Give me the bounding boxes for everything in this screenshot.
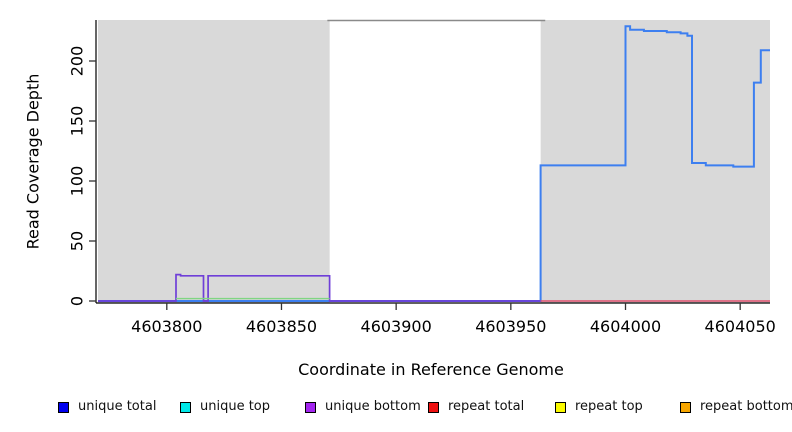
legend-label: unique total xyxy=(78,399,157,414)
legend-item-unique-bottom: unique bottom xyxy=(305,399,421,415)
unique-total-swatch-icon xyxy=(58,401,69,413)
legend: unique total unique top unique bottom re… xyxy=(0,399,792,419)
y-tick-label: 50 xyxy=(68,231,87,251)
repeat-region-left xyxy=(98,20,330,303)
legend-label: repeat top xyxy=(575,399,643,414)
legend-item-repeat-top: repeat top xyxy=(555,399,643,415)
series-unique-total xyxy=(98,25,770,302)
x-tick-label: 4604050 xyxy=(705,317,776,336)
y-tick-label: 100 xyxy=(68,166,87,197)
legend-item-unique-top: unique top xyxy=(180,399,270,415)
legend-item-unique-total: unique total xyxy=(58,399,156,415)
unique-top-swatch-icon xyxy=(180,401,191,413)
y-axis-title: Read Coverage Depth xyxy=(23,73,43,250)
unique-bottom-swatch-icon xyxy=(305,401,316,413)
legend-label: unique top xyxy=(200,399,271,414)
x-axis-title: Coordinate in Reference Genome xyxy=(298,360,564,379)
repeat-total-swatch-icon xyxy=(428,401,439,413)
y-tick-label: 200 xyxy=(68,46,87,77)
legend-label: repeat bottom xyxy=(700,399,792,414)
legend-item-repeat-total: repeat total xyxy=(428,399,524,415)
repeat-region-right xyxy=(540,20,770,303)
repeat-top-swatch-icon xyxy=(555,401,566,413)
legend-label: repeat total xyxy=(448,399,525,414)
legend-label: unique bottom xyxy=(325,399,421,414)
x-tick-label: 4603850 xyxy=(246,317,317,336)
x-tick-label: 4604000 xyxy=(590,317,661,336)
x-tick-label: 4603950 xyxy=(475,317,546,336)
repeat-bottom-swatch-icon xyxy=(680,401,691,413)
y-tick-label: 0 xyxy=(68,296,87,306)
y-tick-label: 150 xyxy=(68,106,87,137)
x-tick-label: 4603900 xyxy=(361,317,432,336)
legend-item-repeat-bottom: repeat bottom xyxy=(680,399,792,415)
x-tick-label: 4603800 xyxy=(131,317,202,336)
series-unique-bottom xyxy=(98,273,541,302)
